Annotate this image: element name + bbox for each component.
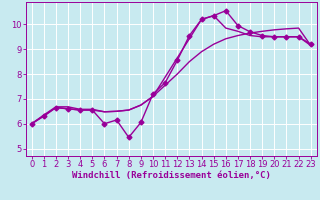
X-axis label: Windchill (Refroidissement éolien,°C): Windchill (Refroidissement éolien,°C) [72,171,271,180]
